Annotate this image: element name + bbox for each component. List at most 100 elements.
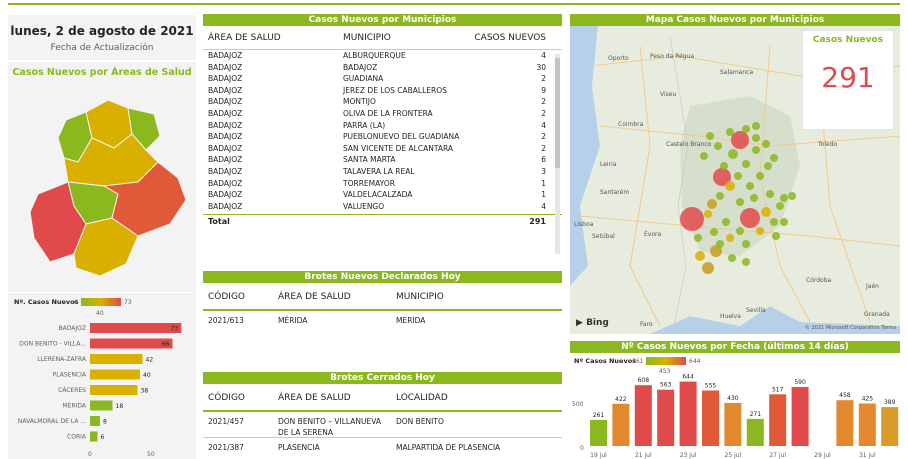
case-bubble[interactable] (716, 240, 724, 248)
date-bar[interactable] (590, 419, 607, 446)
case-bubble[interactable] (710, 228, 718, 236)
case-bubble[interactable] (756, 172, 764, 180)
case-bubble[interactable] (770, 218, 778, 226)
area-navalmoral[interactable] (127, 107, 161, 151)
date-bar[interactable] (791, 387, 809, 446)
table-row[interactable]: BADAJOZ VALDELACALZADA 1 (203, 189, 562, 201)
case-bubble[interactable] (731, 131, 749, 149)
case-bubble[interactable] (707, 199, 717, 209)
case-bubble[interactable] (780, 218, 788, 226)
case-bubble[interactable] (770, 154, 778, 162)
case-bubble[interactable] (746, 182, 754, 190)
case-bubble[interactable] (714, 142, 722, 150)
case-bubble[interactable] (716, 192, 724, 200)
municipios-bubble-map[interactable]: Oporto Peso da Régua Viseu Salamanca Coi… (570, 26, 900, 334)
fecha-bar-chart[interactable]: Nº Casos Nuevos 261 644 453 500 0 261 422… (570, 353, 900, 459)
case-bubble[interactable] (766, 190, 774, 198)
area-don-benito[interactable] (102, 161, 187, 237)
case-bubble[interactable] (752, 134, 760, 142)
table-row[interactable]: BADAJOZ PARRA (LA) 4 (203, 120, 562, 132)
case-bubble[interactable] (700, 152, 708, 160)
table-row[interactable]: BADAJOZ ALBURQUERQUE 4 (203, 50, 562, 62)
table-row[interactable]: BADAJOZ TALAVERA LA REAL 3 (203, 166, 562, 178)
case-bubble[interactable] (742, 125, 750, 133)
date-bar[interactable] (881, 407, 899, 446)
column-localidad-header[interactable]: LOCALIDAD (396, 393, 448, 403)
case-bubble[interactable] (710, 245, 722, 257)
case-bubble[interactable] (728, 254, 736, 262)
date-bar[interactable] (612, 403, 630, 446)
table-row[interactable]: BADAJOZ PUEBLONUEVO DEL GUADIANA 2 (203, 131, 562, 143)
case-bubble[interactable] (736, 227, 744, 235)
date-bar[interactable] (858, 403, 876, 447)
case-bubble[interactable] (788, 192, 796, 200)
date-bar[interactable] (702, 390, 719, 447)
case-bubble[interactable] (680, 207, 704, 231)
case-bubble[interactable] (702, 262, 714, 274)
area-bar[interactable] (90, 400, 113, 411)
date-bar[interactable] (836, 400, 854, 446)
case-bubble[interactable] (725, 181, 735, 191)
column-area-header[interactable]: ÁREA DE SALUD (278, 292, 351, 302)
areas-choropleth-map[interactable] (8, 78, 196, 290)
case-bubble[interactable] (720, 162, 728, 170)
case-bubble[interactable] (740, 208, 760, 228)
table-row[interactable]: BADAJOZ SANTA MARTA 6 (203, 154, 562, 166)
case-bubble[interactable] (722, 218, 730, 226)
area-bar[interactable] (90, 354, 143, 364)
case-bubble[interactable] (742, 258, 750, 266)
map-copyright[interactable]: © 2021 Microsoft Corporation Terms (804, 325, 896, 331)
column-codigo-header[interactable]: CÓDIGO (208, 292, 246, 302)
table-row[interactable]: BADAJOZ SAN VICENTE DE ALCANTARA 2 (203, 143, 562, 155)
case-bubble[interactable] (776, 202, 784, 210)
area-bar[interactable] (90, 323, 182, 333)
table-row[interactable]: BADAJOZ OLIVA DE LA FRONTERA 2 (203, 108, 562, 120)
case-bubbles[interactable] (680, 122, 796, 274)
area-bar[interactable] (90, 338, 173, 349)
case-bubble[interactable] (695, 251, 705, 261)
case-bubble[interactable] (756, 227, 764, 235)
case-bubble[interactable] (762, 140, 770, 148)
area-llerena-zafra[interactable] (73, 217, 139, 277)
municipios-scrollbar-thumb[interactable] (555, 58, 560, 168)
case-bubble[interactable] (728, 149, 738, 159)
case-bubble[interactable] (764, 162, 772, 170)
area-bar[interactable] (90, 416, 100, 426)
column-area-header[interactable]: ÁREA DE SALUD (208, 33, 281, 43)
table-row[interactable]: BADAJOZ GUADIANA 2 (203, 73, 562, 85)
column-municipio-header[interactable]: MUNICIPIO (396, 292, 444, 302)
case-bubble[interactable] (772, 232, 780, 240)
column-casos-header[interactable]: CASOS NUEVOS (474, 33, 546, 43)
case-bubble[interactable] (780, 194, 788, 202)
area-bar[interactable] (90, 385, 138, 395)
date-bar[interactable] (634, 385, 652, 446)
case-bubble[interactable] (726, 128, 734, 136)
case-bubble[interactable] (742, 240, 750, 248)
date-bar[interactable] (679, 381, 697, 446)
table-row[interactable]: BADAJOZ BADAJOZ 30 (203, 62, 562, 74)
case-bubble[interactable] (713, 168, 731, 186)
case-bubble[interactable] (706, 132, 714, 140)
case-bubble[interactable] (694, 234, 702, 242)
area-bar[interactable] (90, 431, 98, 442)
column-area-header[interactable]: ÁREA DE SALUD (278, 393, 351, 403)
date-bar[interactable] (657, 389, 675, 446)
table-row[interactable]: BADAJOZ JEREZ DE LOS CABALLEROS 9 (203, 85, 562, 97)
area-bar[interactable] (90, 369, 140, 380)
areas-bar-chart[interactable]: Nº. Casos Nuevos 6 73 40 BADAJOZ 73 DON BE… (8, 293, 196, 459)
case-bubble[interactable] (750, 194, 758, 202)
case-bubble[interactable] (734, 172, 742, 180)
case-bubble[interactable] (704, 210, 712, 218)
table-row[interactable]: 2021/387 PLASENCIA MALPARTIDA DE PLASENC… (203, 438, 562, 459)
date-bar[interactable] (724, 403, 742, 446)
table-row[interactable]: 2021/613 MÉRIDA MERIDA (203, 311, 562, 333)
column-codigo-header[interactable]: CÓDIGO (208, 393, 246, 403)
case-bubble[interactable] (752, 122, 760, 130)
case-bubble[interactable] (752, 146, 760, 154)
case-bubble[interactable] (742, 160, 750, 168)
case-bubble[interactable] (736, 198, 744, 206)
table-row[interactable]: BADAJOZ MONTIJO 2 (203, 96, 562, 108)
column-municipio-header[interactable]: MUNICIPIO (343, 33, 391, 43)
date-bar[interactable] (746, 418, 764, 446)
date-bar[interactable] (769, 394, 787, 446)
